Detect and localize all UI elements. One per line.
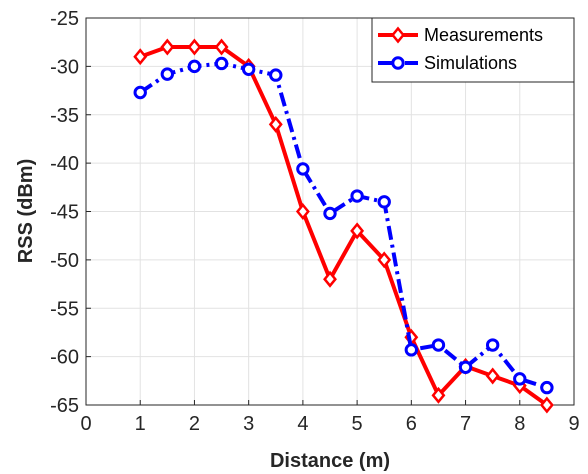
measurements-series: [133, 38, 554, 414]
legend: Measurements Simulations: [371, 17, 575, 83]
simulations-marker: [269, 68, 283, 82]
measurements-marker: [268, 115, 283, 133]
y-tick-label: -30: [50, 56, 79, 78]
simulations-marker: [377, 195, 391, 209]
x-tick-label: 0: [80, 413, 91, 435]
simulations-marker: [404, 343, 419, 357]
x-tick-label: 3: [243, 413, 254, 435]
y-tick-label: -60: [50, 347, 79, 369]
y-tick-label: -40: [50, 153, 79, 175]
x-axis-label: Distance (m): [270, 450, 390, 472]
legend-box: [371, 17, 575, 83]
measurements-marker: [431, 386, 446, 404]
measurements-marker: [539, 396, 554, 414]
y-axis-label: RSS (dBm): [15, 159, 37, 263]
legend-entry-simulations: Simulations: [378, 53, 517, 73]
x-tick-label: 9: [568, 413, 579, 435]
measurements-marker: [187, 38, 202, 56]
simulations-marker: [214, 56, 229, 71]
series-group: [133, 38, 554, 414]
x-tick-label: 2: [189, 413, 200, 435]
legend-label-measurements: Measurements: [424, 25, 543, 45]
y-tick-label: -50: [50, 250, 79, 272]
legend-entry-measurements: Measurements: [378, 25, 543, 45]
y-tick-label: -25: [50, 8, 79, 30]
legend-label-simulations: Simulations: [424, 53, 517, 73]
measurements-marker: [323, 270, 337, 288]
simulations-marker: [187, 59, 202, 74]
tick-labels: 0 1 2 3 4 5 6 7 8 9 -65 -60 -55 -50 -45 -40 -35 -30 -25: [50, 8, 579, 435]
simulations-marker: [296, 162, 310, 176]
measurements-line: [139, 45, 549, 407]
simulations-line: [139, 61, 548, 390]
x-tick-label: 6: [406, 413, 417, 435]
simulations-marker: [241, 62, 256, 76]
simulations-marker: [513, 372, 527, 386]
simulations-series: [133, 56, 554, 395]
measurements-marker: [160, 38, 175, 56]
simulations-marker: [133, 85, 147, 100]
simulations-marker: [431, 338, 446, 352]
x-tick-label: 4: [297, 413, 308, 435]
simulations-marker: [160, 67, 175, 81]
x-tick-label: 5: [352, 413, 363, 435]
x-tick-label: 8: [514, 413, 525, 435]
simulations-marker: [540, 380, 554, 395]
simulations-marker: [350, 189, 364, 203]
y-tick-label: -35: [50, 105, 79, 127]
y-tick-label: -55: [50, 298, 79, 320]
legend-marker-measurements: [391, 26, 405, 44]
measurements-marker: [485, 367, 500, 385]
x-tick-label: 1: [135, 413, 146, 435]
legend-marker-simulations: [391, 56, 405, 70]
measurements-marker: [350, 222, 365, 240]
measurements-marker: [377, 251, 392, 269]
simulations-marker: [323, 206, 337, 221]
measurements-marker: [295, 203, 310, 220]
simulations-marker: [485, 338, 500, 352]
x-tick-label: 7: [460, 413, 471, 435]
measurements-marker: [133, 48, 148, 66]
y-tick-label: -65: [50, 395, 79, 417]
y-tick-label: -45: [50, 202, 79, 224]
measurements-marker: [214, 38, 229, 56]
simulations-marker: [458, 360, 473, 374]
